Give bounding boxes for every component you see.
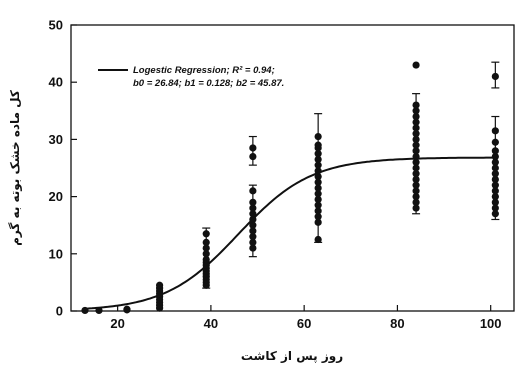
data-point [314, 132, 322, 141]
data-point [95, 306, 103, 315]
y-tick-label: 40 [49, 75, 63, 90]
data-point [156, 281, 164, 289]
x-tick-label: 80 [390, 316, 404, 331]
data-point [202, 244, 210, 252]
data-point [249, 215, 257, 224]
data-point [412, 135, 420, 143]
data-point [412, 158, 420, 166]
data-point [412, 204, 420, 212]
data-point [249, 221, 257, 229]
y-tick-label: 30 [49, 132, 63, 147]
data-point [491, 72, 499, 81]
x-tick-label: 60 [297, 316, 311, 331]
data-point [412, 152, 420, 161]
data-point [249, 187, 257, 195]
data-point [412, 147, 420, 155]
data-point [249, 198, 257, 206]
y-tick-label: 20 [49, 189, 63, 204]
data-point [412, 112, 420, 121]
data-point [314, 150, 322, 158]
data-point [314, 184, 322, 192]
data-point [412, 170, 420, 178]
x-tick-label: 40 [204, 316, 218, 331]
data-point [412, 124, 420, 132]
y-tick-label: 10 [49, 246, 63, 261]
data-point [314, 190, 322, 198]
plot-frame [70, 24, 515, 312]
data-point [491, 175, 499, 184]
data-point [81, 306, 89, 315]
y-axis: 0 10 20 30 40 50 [49, 18, 77, 319]
data-point [202, 250, 210, 258]
data-point [314, 172, 322, 181]
x-axis: 20 40 60 80 100 [110, 305, 502, 331]
data-point [314, 141, 322, 149]
x-tick-label: 100 [480, 316, 502, 331]
data-points [81, 61, 499, 315]
data-point [412, 181, 420, 189]
data-point [491, 187, 499, 195]
data-point [491, 170, 499, 178]
data-point [249, 227, 257, 235]
data-point [491, 204, 499, 212]
legend-text-line1: Logestic Regression; R² = 0.94; [133, 65, 275, 76]
data-point [314, 178, 322, 186]
data-point [412, 164, 420, 172]
logistic-fit-line [84, 156, 496, 310]
data-point [491, 198, 499, 206]
data-point [314, 207, 322, 215]
data-point [412, 141, 420, 149]
data-point [491, 147, 499, 155]
data-point [249, 244, 257, 252]
data-point [491, 210, 499, 218]
data-point [412, 118, 420, 126]
data-point [249, 210, 257, 218]
y-axis-title: کل ماده خشک بوته به گرم [8, 90, 23, 246]
data-point [314, 218, 322, 226]
data-point [249, 204, 257, 212]
x-tick-label: 20 [110, 316, 124, 331]
data-point [412, 198, 420, 206]
data-point [123, 305, 131, 313]
legend: Logestic Regression; R² = 0.94; b0 = 26.… [98, 65, 284, 89]
data-point [249, 144, 257, 152]
data-point [491, 164, 499, 172]
data-point [314, 167, 322, 175]
data-point [491, 152, 499, 161]
data-point [314, 201, 322, 209]
data-point [412, 61, 420, 69]
data-point [314, 161, 322, 169]
y-tick-label: 50 [49, 18, 63, 33]
x-axis-title: روز پس از کاشت [241, 349, 343, 364]
legend-text-line2: b0 = 26.84; b1 = 0.128; b2 = 45.87. [133, 78, 284, 89]
y-tick-label: 0 [56, 304, 63, 319]
data-point [491, 127, 499, 135]
data-point [314, 235, 322, 244]
data-point [412, 187, 420, 195]
data-point [491, 181, 499, 189]
data-point [412, 107, 420, 115]
data-point [249, 152, 257, 161]
data-point [202, 255, 210, 264]
error-bars [202, 61, 500, 289]
data-point [314, 213, 322, 221]
data-point [249, 233, 257, 241]
data-point [491, 193, 499, 201]
data-point [314, 155, 322, 164]
data-point [249, 238, 257, 246]
data-point [202, 238, 210, 246]
data-point [412, 193, 420, 201]
data-point [202, 230, 210, 238]
data-point [491, 158, 499, 166]
data-point [412, 101, 420, 109]
data-point [412, 175, 420, 184]
data-point [412, 130, 420, 138]
data-point [314, 195, 322, 204]
data-point [491, 138, 499, 146]
